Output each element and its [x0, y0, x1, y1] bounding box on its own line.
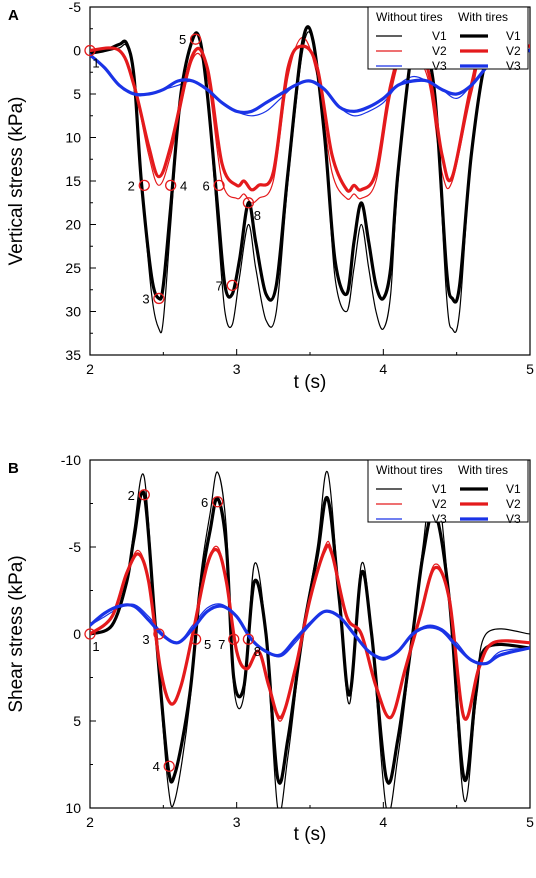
legend-label: V1 [432, 482, 447, 496]
annotation-marker [211, 496, 224, 508]
y-tick-label: 5 [73, 86, 81, 102]
legend-header: With tires [458, 10, 508, 24]
annotation-label: 1 [92, 56, 99, 71]
y-tick-label: 0 [73, 43, 81, 59]
annotation-marker [84, 628, 96, 640]
x-tick-label: 5 [526, 814, 534, 830]
legend-label: V3 [432, 59, 447, 73]
y-tick-label: 30 [65, 304, 81, 320]
annotation-label: 2 [128, 488, 135, 503]
y-tick-label: 15 [65, 173, 81, 189]
series-line-v3-with-tires [90, 48, 530, 115]
annotation-marker [165, 179, 177, 192]
annotation-label: 4 [180, 178, 187, 193]
annotation-marker [242, 633, 255, 645]
annotation-marker [153, 292, 165, 305]
series-group [90, 25, 530, 334]
x-tick-label: 3 [233, 814, 241, 830]
legend-box [367, 6, 529, 70]
annotation-marker [213, 179, 225, 192]
annotation-label: 7 [216, 278, 223, 293]
legend-header: Without tires [376, 463, 443, 477]
annotation-marker [189, 33, 202, 45]
annotation-marker [138, 489, 150, 501]
y-tick-label: 20 [65, 217, 81, 233]
annotation-marker [84, 44, 96, 57]
annotation-marker [226, 279, 238, 292]
annotation-label: 7 [218, 637, 225, 652]
annotation-label: 8 [254, 644, 261, 659]
y-axis-label: Vertical stress (kPa) [6, 97, 27, 266]
x-axis-label: t (s) [294, 372, 327, 393]
annotation-label: 5 [204, 637, 211, 652]
series-line-v1-with-tires [90, 490, 530, 785]
annotation-marker [138, 179, 150, 192]
x-tick-label: 2 [86, 814, 94, 830]
y-tick-label: -5 [69, 0, 82, 15]
panel-label: A [8, 7, 19, 24]
legend-label: V2 [432, 497, 447, 511]
legend-label: V3 [506, 59, 521, 73]
y-tick-label: 5 [73, 713, 81, 729]
legend-label: V2 [506, 497, 521, 511]
x-tick-label: 5 [526, 361, 534, 377]
annotation-label: 1 [92, 639, 99, 654]
y-tick-label: 0 [73, 626, 81, 642]
legend-label: V1 [506, 29, 521, 43]
series-line-v1-with-tires [90, 25, 530, 304]
y-tick-label: -5 [69, 539, 82, 555]
annotation-label: 3 [142, 291, 149, 306]
annotation-marker [163, 760, 175, 772]
annotation-marker [242, 197, 255, 209]
annotation-label: 3 [142, 632, 149, 647]
annotation-label: 6 [201, 495, 208, 510]
legend-box [367, 459, 529, 523]
legend-label: V2 [432, 44, 447, 58]
series-group [90, 470, 530, 808]
legend-label: V3 [506, 512, 521, 526]
annotation-label: 4 [153, 759, 160, 774]
x-axis-label: t (s) [294, 824, 327, 845]
y-tick-label: -10 [61, 452, 81, 468]
series-line-v3-with-tires [90, 603, 530, 666]
legend-header: Without tires [376, 10, 443, 24]
annotation-marker [153, 628, 165, 640]
annotation-label: 8 [254, 208, 261, 223]
x-tick-label: 3 [233, 361, 241, 377]
legend-label: V3 [432, 512, 447, 526]
y-axis-label: Shear stress (kPa) [6, 555, 27, 712]
annotation-marker [189, 633, 202, 645]
annotation-label: 6 [202, 178, 209, 193]
panel-b: B 2 3 4 5 -10 -5 0 5 10 t (s) Shear stress (kPa) 1 2 3… [6, 452, 534, 845]
y-tick-label: 10 [65, 800, 81, 816]
y-tick-label: 35 [65, 347, 81, 363]
y-tick-label: 25 [65, 260, 81, 276]
x-tick-label: 4 [379, 814, 387, 830]
annotation-label: 5 [179, 32, 186, 47]
legend-label: V2 [506, 44, 521, 58]
legend-label: V1 [432, 29, 447, 43]
x-tick-label: 4 [379, 361, 387, 377]
panel-label: B [8, 460, 19, 477]
x-tick-label: 2 [86, 361, 94, 377]
legend-label: V1 [506, 482, 521, 496]
legend-header: With tires [458, 463, 508, 477]
annotation-label: 2 [128, 178, 135, 193]
y-tick-label: 10 [65, 130, 81, 146]
annotation-marker [228, 633, 240, 645]
series-line-v2-with-tires [90, 543, 530, 721]
